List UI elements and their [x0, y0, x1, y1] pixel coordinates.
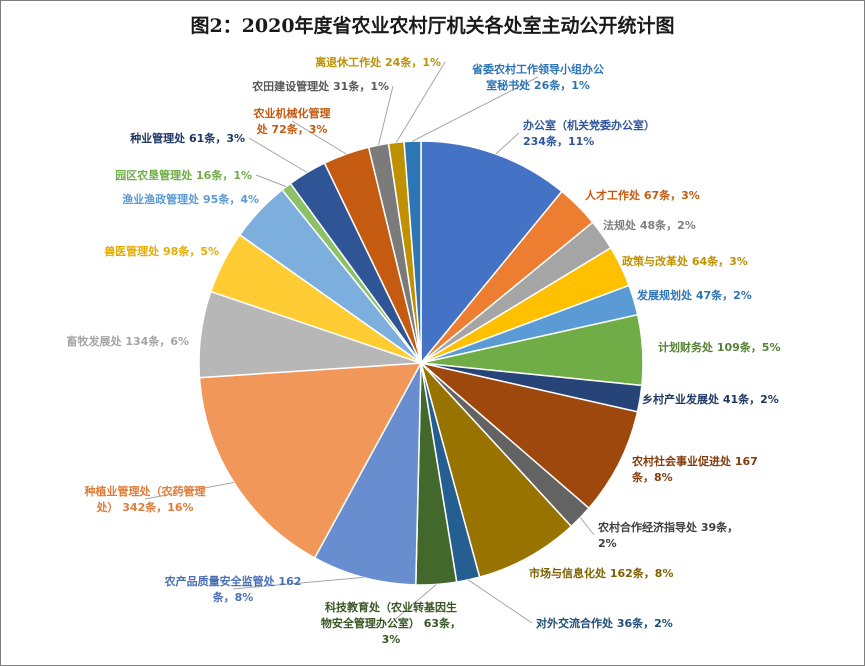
slice-label: 农业机械化管理处 72条，3% [253, 106, 331, 136]
leader-line [232, 576, 364, 590]
slice-label: 农村合作经济指导处 39条， 2% [597, 520, 738, 550]
slice-label: 种业管理处 61条，3% [129, 131, 245, 145]
leader-line [412, 76, 539, 142]
leader-line [495, 132, 520, 155]
pie-slice [313, 362, 422, 586]
slice-label: 园区农垦管理处 16条，1% [115, 168, 252, 182]
slice-label: 省委农村工作领导小组办公室秘书处 26条，1% [471, 62, 604, 92]
slice-label: 科技教育处（农业转基因生物安全管理办公室） 63条， 3% [321, 600, 461, 646]
chart-title: 图2：2020年度省农业农村厅机关各处室主动公开统计图 [190, 15, 675, 37]
leader-line [248, 137, 308, 173]
leader-line [255, 174, 287, 188]
leader-line [395, 61, 446, 143]
slice-label: 法规处 48条，2% [603, 218, 696, 232]
slice-label: 发展规划处 47条，2% [636, 288, 752, 302]
pie-slice [420, 362, 573, 579]
pie-slice [420, 362, 639, 510]
leader-line [378, 85, 394, 146]
pie-slice [420, 140, 563, 366]
slice-label: 乡村产业发展处 41条，2% [642, 392, 779, 406]
slice-label: 政策与改革处 64条，3% [622, 254, 748, 268]
slice-label: 计划财务处 109条，5% [658, 340, 780, 354]
slice-label: 农田建设管理处 31条，1% [251, 79, 389, 93]
leader-line [390, 584, 437, 624]
slice-label: 对外交流合作处 36条，2% [536, 616, 673, 630]
pie-slice [198, 362, 423, 559]
slice-label: 畜牧发展处 134条，6% [67, 334, 189, 348]
leader-line [468, 579, 533, 624]
slice-label: 市场与信息化处 162条，8% [529, 566, 673, 580]
leader-line [291, 120, 347, 155]
slice-label: 离退休工作处 24条，1% [315, 55, 441, 69]
leader-line [580, 517, 595, 536]
slice-label: 办公室（机关党委办公室） 234条，11% [523, 118, 655, 148]
slice-label: 农产品质量安全监管处 162 条，8% [164, 574, 302, 604]
leader-line [144, 482, 234, 500]
slice-label: 人才工作处 67条，3% [585, 188, 700, 202]
slice-label: 渔业渔政管理处 95条，4% [122, 192, 259, 206]
slice-label: 种植业管理处（农药管理处） 342条，16% [84, 484, 206, 514]
slice-label: 兽医管理处 98条，5% [104, 244, 219, 258]
slice-label: 农村社会事业促进处 167 条，8% [631, 454, 758, 484]
